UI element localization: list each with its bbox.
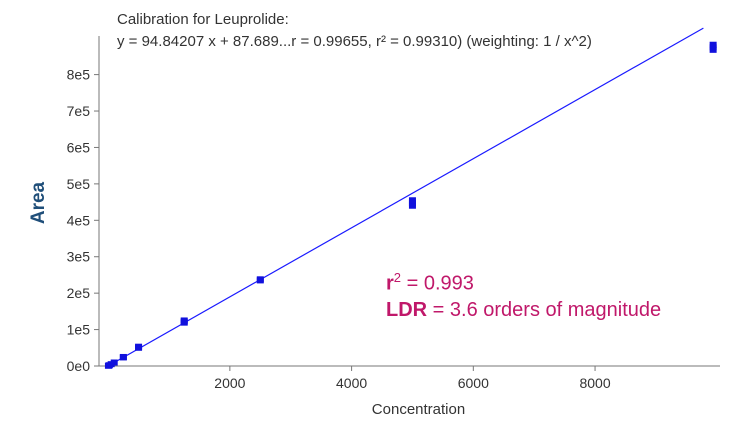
chart-subtitle: y = 94.84207 x + 87.689...r = 0.99655, r… [117, 33, 592, 50]
y-tick-label: 1e5 [67, 322, 91, 338]
y-tick-label: 5e5 [67, 176, 91, 192]
data-point [110, 359, 118, 366]
x-tick-label: 8000 [579, 375, 610, 391]
y-tick-label: 0e0 [67, 358, 91, 374]
y-tick-label: 2e5 [67, 285, 91, 301]
x-axis-title: Concentration [372, 401, 465, 418]
y-tick-label: 8e5 [67, 67, 91, 83]
y-tick-label: 7e5 [67, 103, 91, 119]
y-tick-label: 6e5 [67, 139, 91, 155]
data-point [709, 41, 717, 48]
ldr-annotation: LDR = 3.6 orders of magnitude [386, 299, 661, 322]
y-axis-title: Area [28, 181, 49, 224]
data-point [135, 343, 143, 350]
ldr-label: LDR [386, 299, 428, 321]
axes [98, 36, 720, 367]
r2-value: = 0.993 [401, 272, 474, 295]
x-tick-label: 2000 [214, 375, 245, 391]
x-tick-label: 4000 [336, 375, 367, 391]
tick-labels: 0e0 1e5 2e5 3e5 4e5 5e5 6e5 7e5 8e5 2000 4000 6000 8… [67, 67, 611, 391]
x-tick-label: 6000 [458, 375, 489, 391]
r2-superscript: 2 [393, 270, 402, 285]
r2-annotation: r2 = 0.993 [386, 270, 474, 296]
data-points [104, 41, 717, 369]
chart-title: Calibration for Leuprolide: [117, 11, 289, 28]
data-point [408, 197, 416, 204]
r2-label: r [386, 272, 394, 295]
data-point [119, 353, 127, 360]
data-point [180, 317, 188, 324]
y-tick-label: 4e5 [67, 212, 91, 228]
ldr-value: = 3.6 orders of magnitude [427, 299, 662, 321]
data-point [256, 276, 264, 283]
fit-line [107, 27, 704, 367]
y-tick-label: 3e5 [67, 249, 91, 265]
fit-line-group [107, 27, 704, 367]
